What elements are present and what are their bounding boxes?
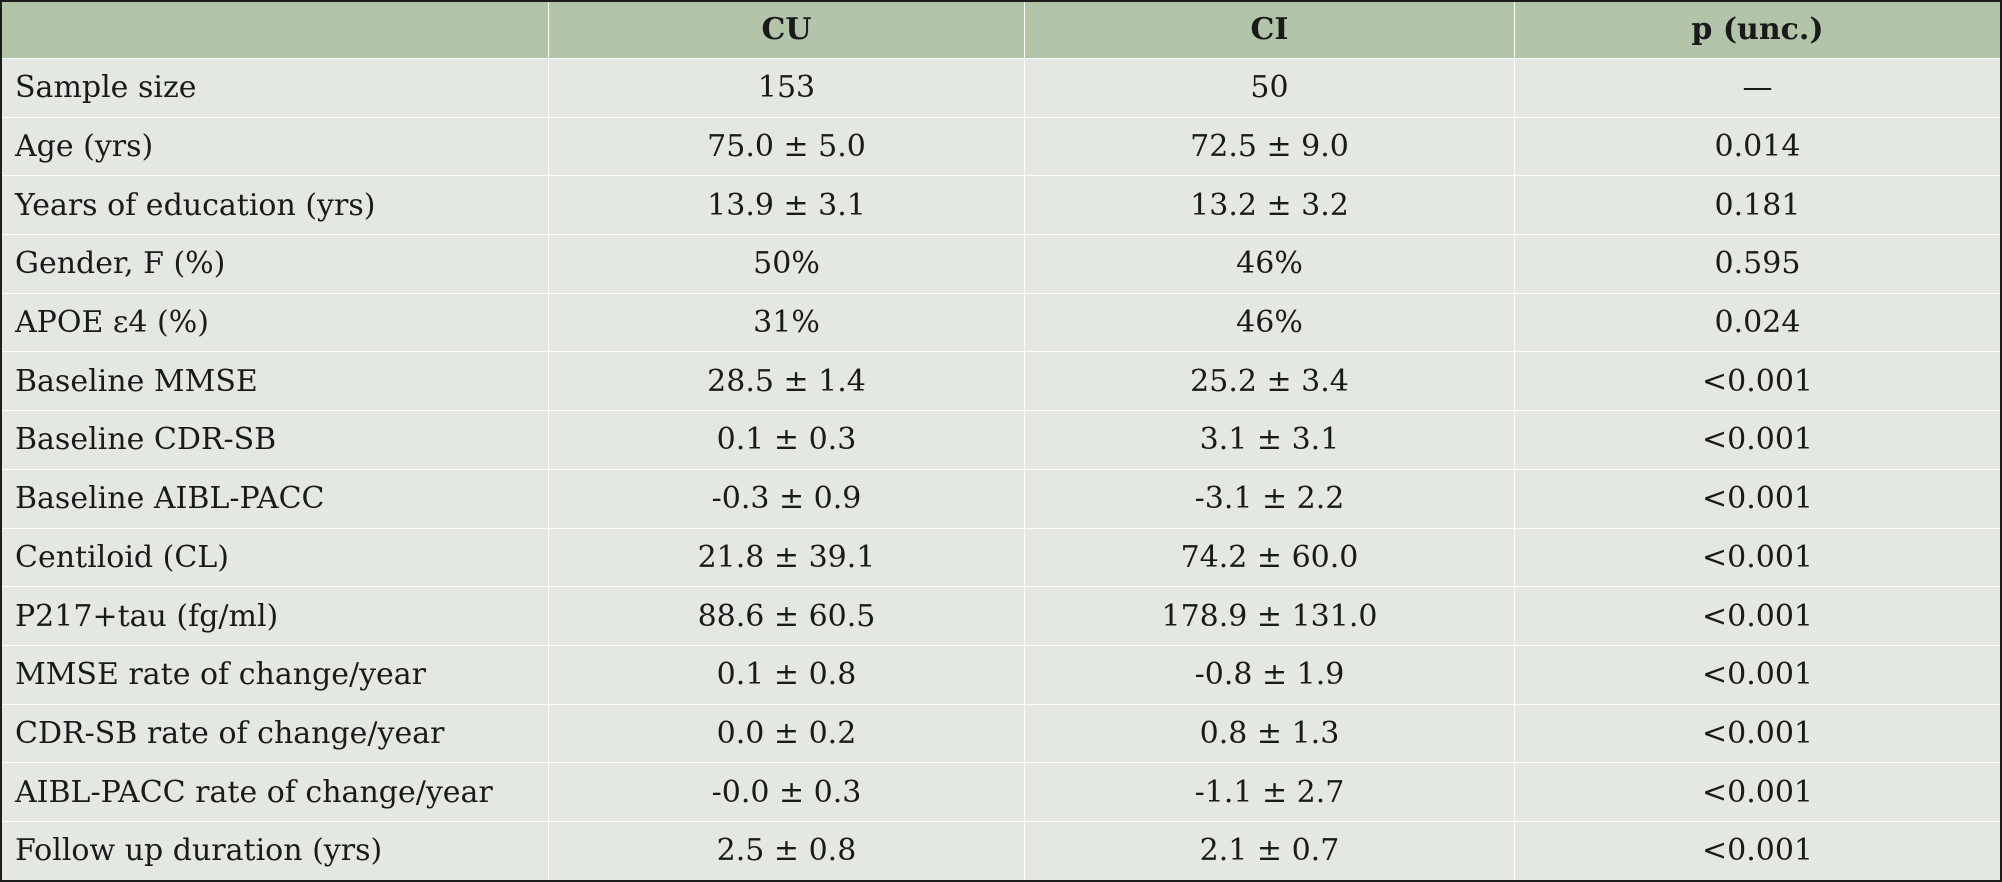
cu-value-cell: 28.5 ± 1.4: [548, 351, 1025, 412]
cu-value-cell: 21.8 ± 39.1: [548, 527, 1025, 588]
cu-value-cell: 0.0 ± 0.2: [548, 703, 1025, 764]
cu-value-cell: 0.1 ± 0.8: [548, 644, 1025, 705]
p-value-cell: <0.001: [1514, 644, 2001, 705]
p-value-cell: <0.001: [1514, 820, 2001, 881]
row-label-cell: Centiloid (CL): [0, 527, 549, 588]
cu-value-cell: -0.0 ± 0.3: [548, 762, 1025, 822]
table-row: Baseline CDR-SB 0.1 ± 0.3 3.1 ± 3.1 <0.001: [0, 410, 2001, 470]
row-label-cell: APOE ε4 (%): [0, 292, 549, 353]
row-label-cell: Baseline MMSE: [0, 351, 549, 412]
table-row: P217+tau (fg/ml) 88.6 ± 60.5 178.9 ± 131.0…: [0, 586, 2001, 646]
p-value-cell: 0.595: [1514, 234, 2001, 294]
cu-value-cell: -0.3 ± 0.9: [548, 468, 1025, 529]
cu-value-cell: 153: [548, 58, 1025, 118]
p-value-cell: <0.001: [1514, 703, 2001, 764]
ci-value-cell: 50: [1024, 58, 1515, 118]
row-label-cell: Follow up duration (yrs): [0, 820, 549, 881]
cu-value-cell: 88.6 ± 60.5: [548, 586, 1025, 646]
row-label-cell: CDR-SB rate of change/year: [0, 703, 549, 764]
cu-value-cell: 75.0 ± 5.0: [548, 116, 1025, 177]
row-label-cell: Years of education (yrs): [0, 175, 549, 236]
cu-value-cell: 50%: [548, 234, 1025, 294]
ci-value-cell: -1.1 ± 2.7: [1024, 762, 1515, 822]
p-value-cell: 0.024: [1514, 292, 2001, 353]
header-p-value: p (unc.): [1514, 0, 2001, 59]
ci-value-cell: 0.8 ± 1.3: [1024, 703, 1515, 764]
p-value-cell: <0.001: [1514, 586, 2001, 646]
ci-value-cell: 178.9 ± 131.0: [1024, 586, 1515, 646]
table-row: Gender, F (%) 50% 46% 0.595: [0, 234, 2001, 294]
ci-value-cell: -0.8 ± 1.9: [1024, 644, 1515, 705]
row-label-cell: Gender, F (%): [0, 234, 549, 294]
p-value-cell: <0.001: [1514, 762, 2001, 822]
p-value-cell: <0.001: [1514, 527, 2001, 588]
ci-value-cell: 3.1 ± 3.1: [1024, 410, 1515, 470]
ci-value-cell: -3.1 ± 2.2: [1024, 468, 1515, 529]
row-label-cell: Baseline AIBL-PACC: [0, 468, 549, 529]
table-row: APOE ε4 (%) 31% 46% 0.024: [0, 292, 2001, 353]
p-value-cell: —: [1514, 58, 2001, 118]
cu-value-cell: 0.1 ± 0.3: [548, 410, 1025, 470]
table-row: Centiloid (CL) 21.8 ± 39.1 74.2 ± 60.0 <0.0…: [0, 527, 2001, 588]
ci-value-cell: 13.2 ± 3.2: [1024, 175, 1515, 236]
header-ci: CI: [1024, 0, 1515, 59]
table-row: CDR-SB rate of change/year 0.0 ± 0.2 0.8 ±…: [0, 703, 2001, 764]
row-label-cell: P217+tau (fg/ml): [0, 586, 549, 646]
header-label-column: [0, 0, 549, 59]
row-label-cell: Baseline CDR-SB: [0, 410, 549, 470]
table-row: Follow up duration (yrs) 2.5 ± 0.8 2.1 ± 0…: [0, 820, 2001, 881]
table-row: MMSE rate of change/year 0.1 ± 0.8 -0.8 ± …: [0, 644, 2001, 705]
ci-value-cell: 46%: [1024, 292, 1515, 353]
ci-value-cell: 46%: [1024, 234, 1515, 294]
p-value-cell: <0.001: [1514, 351, 2001, 412]
cu-value-cell: 31%: [548, 292, 1025, 353]
table-row: Baseline AIBL-PACC -0.3 ± 0.9 -3.1 ± 2.2 <0…: [0, 468, 2001, 529]
ci-value-cell: 72.5 ± 9.0: [1024, 116, 1515, 177]
p-value-cell: 0.014: [1514, 116, 2001, 177]
ci-value-cell: 74.2 ± 60.0: [1024, 527, 1515, 588]
table-row: Years of education (yrs) 13.9 ± 3.1 13.2 ±…: [0, 175, 2001, 236]
p-value-cell: <0.001: [1514, 468, 2001, 529]
row-label-cell: MMSE rate of change/year: [0, 644, 549, 705]
ci-value-cell: 25.2 ± 3.4: [1024, 351, 1515, 412]
table-row: Baseline MMSE 28.5 ± 1.4 25.2 ± 3.4 <0.001: [0, 351, 2001, 412]
cu-value-cell: 2.5 ± 0.8: [548, 820, 1025, 881]
header-cu: CU: [548, 0, 1025, 59]
table-row: Age (yrs) 75.0 ± 5.0 72.5 ± 9.0 0.014: [0, 116, 2001, 177]
row-label-cell: Age (yrs): [0, 116, 549, 177]
row-label-cell: AIBL-PACC rate of change/year: [0, 762, 549, 822]
p-value-cell: 0.181: [1514, 175, 2001, 236]
cu-value-cell: 13.9 ± 3.1: [548, 175, 1025, 236]
p-value-cell: <0.001: [1514, 410, 2001, 470]
table-row: AIBL-PACC rate of change/year -0.0 ± 0.3-…: [0, 762, 2001, 822]
row-label-cell: Sample size: [0, 58, 549, 118]
table-header-row: CU CI p (unc.): [0, 0, 2001, 59]
ci-value-cell: 2.1 ± 0.7: [1024, 820, 1515, 881]
table-row: Sample size 153 50—: [0, 58, 2001, 118]
